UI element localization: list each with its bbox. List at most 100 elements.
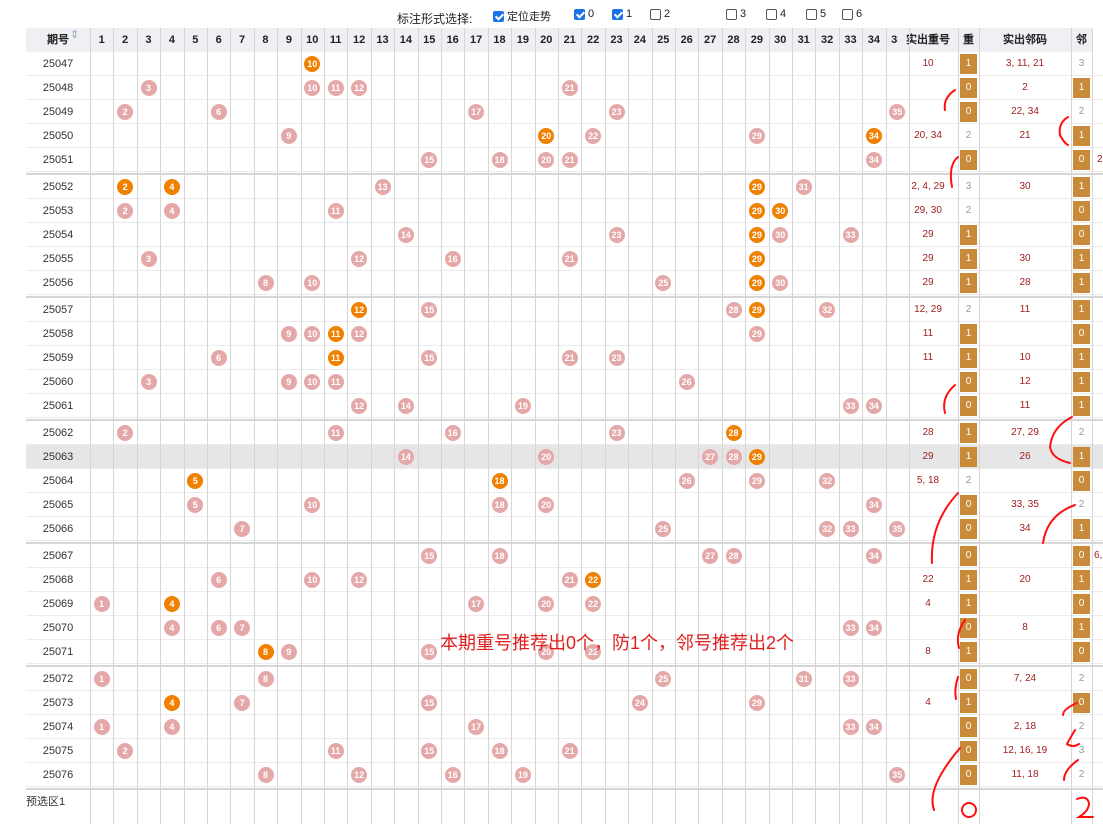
- adjacent-count-cell: 1: [1073, 177, 1090, 197]
- adjacent-count-cell: 1: [1073, 78, 1090, 98]
- row-divider: [26, 75, 1103, 76]
- table-row: 25052 2 4 13 29 31 2, 4, 29 3 30 1: [26, 175, 1103, 199]
- column-divider: [90, 28, 91, 824]
- column-divider: [417, 28, 419, 824]
- filter-option-0[interactable]: 定位走势: [493, 8, 551, 24]
- number-ball: 12: [351, 767, 368, 783]
- repeat-numbers-cell: 28: [922, 427, 934, 438]
- checkbox[interactable]: [842, 8, 853, 20]
- number-ball: 23: [608, 350, 625, 366]
- column-divider: [581, 28, 583, 824]
- checkbox[interactable]: [726, 8, 737, 20]
- number-ball: 17: [468, 596, 485, 612]
- table-row: 25062 2 11 16 23 28 28 1 27, 29 2: [26, 421, 1103, 445]
- adjacent-numbers-cell: 21: [1019, 130, 1031, 141]
- repeat-count-cell: 0: [960, 717, 977, 737]
- adjacent-numbers-cell: 28: [1019, 277, 1031, 288]
- filter-option-3[interactable]: 2: [650, 8, 670, 20]
- repeat-count-cell: 1: [960, 54, 977, 74]
- number-ball: 24: [631, 695, 648, 711]
- column-divider: [160, 28, 162, 824]
- table-row: 25073 4 7 15 24 29 4 1 0: [26, 691, 1103, 715]
- number-ball: 25: [655, 521, 672, 537]
- filter-option-1[interactable]: 0: [574, 8, 594, 20]
- column-divider: [1071, 28, 1072, 824]
- row-divider: [26, 246, 1103, 247]
- number-ball: 20: [538, 152, 555, 168]
- repeat-count-cell: 0: [960, 78, 977, 98]
- number-ball: 12: [351, 398, 368, 414]
- table-row: 25050 9 20 22 29 34 20, 34 2 21 1: [26, 124, 1103, 148]
- column-divider: [1092, 28, 1093, 824]
- checkbox[interactable]: [806, 8, 817, 20]
- sort-icon[interactable]: ⇕: [70, 29, 80, 41]
- header-adjacent-count: 邻: [1071, 28, 1092, 52]
- number-ball: 29: [748, 275, 765, 291]
- number-ball: 7: [234, 620, 251, 636]
- filter-option-5[interactable]: 4: [766, 8, 786, 20]
- number-ball: 34: [865, 398, 882, 414]
- repeat-count-cell: 1: [960, 447, 977, 467]
- adjacent-count-cell: 2: [1078, 106, 1085, 117]
- column-divider: [838, 28, 840, 824]
- cutoff-text: 6,: [1094, 550, 1103, 561]
- number-ball: 3: [140, 80, 157, 96]
- number-ball: 11: [327, 374, 344, 390]
- repeat-numbers-cell: 29: [922, 229, 934, 240]
- adjacent-count-cell: 1: [1073, 570, 1090, 590]
- number-ball: 34: [865, 152, 882, 168]
- column-divider: [815, 28, 817, 824]
- row-divider: [26, 663, 1103, 664]
- header-period[interactable]: 期号: [26, 28, 90, 52]
- adjacent-count-cell: 3: [1078, 58, 1085, 69]
- row-divider: [26, 222, 1103, 223]
- number-ball: 33: [842, 398, 859, 414]
- period-cell: 25060: [42, 376, 74, 388]
- number-ball: 15: [421, 350, 438, 366]
- checkbox[interactable]: [612, 8, 623, 20]
- column-divider: [370, 28, 372, 824]
- number-ball: 19: [514, 767, 531, 783]
- number-ball: 10: [304, 497, 321, 513]
- table-row: 25058 9 10 11 12 29 11 1 0: [26, 322, 1103, 346]
- checkbox[interactable]: [766, 8, 777, 20]
- number-ball: 16: [444, 251, 461, 267]
- table-row: 25064 5 18 26 29 32 5, 18 2 0: [26, 469, 1103, 493]
- row-divider: [26, 738, 1103, 739]
- row-divider: [26, 690, 1103, 691]
- filter-option-7[interactable]: 6: [842, 8, 862, 20]
- table-row: 25063 14 20 27 28 29 29 1 26 1: [26, 445, 1103, 469]
- adjacent-count-cell: 0: [1073, 225, 1090, 245]
- number-ball: 8: [257, 644, 274, 660]
- row-divider: [26, 147, 1103, 148]
- repeat-count-cell: 0: [960, 372, 977, 392]
- checkbox[interactable]: [574, 8, 585, 20]
- header-number: 17: [464, 28, 488, 52]
- filter-option-2[interactable]: 1: [612, 8, 632, 20]
- number-ball: 20: [538, 449, 555, 465]
- checkbox[interactable]: [493, 10, 504, 22]
- number-ball: 29: [748, 449, 765, 465]
- period-cell: 25069: [42, 598, 74, 610]
- header-repeat-count: 重: [958, 28, 979, 52]
- number-ball: 4: [163, 620, 180, 636]
- row-divider: [26, 393, 1103, 394]
- checkbox[interactable]: [650, 8, 661, 20]
- filter-option-6[interactable]: 5: [806, 8, 826, 20]
- number-ball: 4: [163, 596, 180, 612]
- number-ball: 15: [421, 548, 438, 564]
- period-cell: 25064: [42, 475, 74, 487]
- number-ball: 12: [351, 80, 368, 96]
- row-divider: [26, 270, 1103, 271]
- header-number: 34: [862, 28, 886, 52]
- repeat-numbers-cell: 2, 4, 29: [911, 181, 945, 192]
- number-ball: 8: [257, 767, 274, 783]
- repeat-numbers-cell: 4: [925, 598, 931, 609]
- number-ball: 29: [748, 179, 765, 195]
- number-ball: 23: [608, 227, 625, 243]
- column-divider: [651, 28, 653, 824]
- header-number: 23: [604, 28, 629, 52]
- number-ball: 21: [561, 350, 578, 366]
- period-cell: 25066: [42, 523, 74, 535]
- filter-option-4[interactable]: 3: [726, 8, 746, 20]
